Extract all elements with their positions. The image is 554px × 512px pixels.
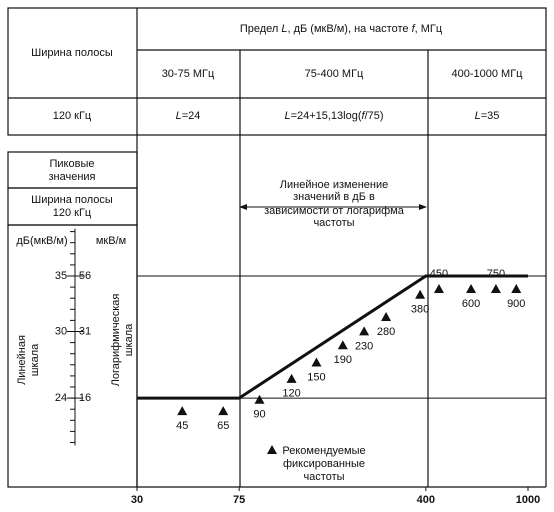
frequency-label: 900 <box>507 298 525 310</box>
frequency-label: 190 <box>334 354 352 366</box>
linear-scale: шкала <box>29 343 41 376</box>
frequency-label: 120 <box>282 388 300 400</box>
uv-label: 31 <box>79 325 91 337</box>
x-tick-label: 1000 <box>516 494 540 506</box>
table-frame <box>7 7 547 488</box>
linear-scale: Линейная <box>16 335 28 385</box>
annotation: значений в дБ в <box>293 191 375 203</box>
uv-label: 16 <box>79 392 91 404</box>
frequency-label: 230 <box>355 340 373 352</box>
frequency-marker <box>433 284 444 293</box>
frequency-label: 450 <box>430 268 448 280</box>
x-tick-label: 75 <box>233 494 245 506</box>
peak-label: значения <box>48 171 95 183</box>
uv-label: 56 <box>79 270 91 282</box>
frequency-label: 600 <box>462 298 480 310</box>
annotation: Линейное изменение <box>280 179 388 191</box>
frequency-marker <box>490 284 501 293</box>
frequency-label: 750 <box>487 268 505 280</box>
side-bandwidth: 120 кГц <box>53 207 92 219</box>
annotation: зависимости от логарифма <box>264 205 405 217</box>
annotation: частоты <box>313 217 354 229</box>
legend: фиксированные <box>283 458 365 470</box>
log-scale: шкала <box>123 323 135 356</box>
frequency-marker <box>415 289 426 299</box>
legend: частоты <box>303 471 344 483</box>
peak-label: Пиковые <box>50 158 95 170</box>
unit-db: дБ(мкВ/м) <box>16 235 67 247</box>
db-label: 35 <box>55 270 67 282</box>
unit-uv: мкВ/м <box>96 235 126 247</box>
limit-formula: L=24 <box>176 110 201 122</box>
x-tick-label: 400 <box>417 494 435 506</box>
frequency-label: 45 <box>176 420 188 432</box>
limit-header: Предел L, дБ (мкВ/м), на частоте f, МГц <box>240 23 443 35</box>
limit-line <box>137 274 528 400</box>
log-scale: Логарифмическая <box>110 294 122 387</box>
range: 30-75 МГц <box>162 68 215 80</box>
limit-formula: L=35 <box>475 110 500 122</box>
bandwidth-header: Ширина полосы <box>31 47 113 59</box>
db-label: 30 <box>55 325 67 337</box>
frequency-marker <box>254 394 265 404</box>
legend: Рекомендуемые <box>282 445 365 457</box>
frequency-marker <box>359 326 370 336</box>
frequency-marker <box>337 340 348 350</box>
limit-formula: L=24+15,13log(f/75) <box>284 110 383 122</box>
range: 400-1000 МГц <box>452 68 524 80</box>
side-bandwidth: Ширина полосы <box>31 194 113 206</box>
frequency-marker <box>466 284 477 293</box>
x-tick-label: 30 <box>131 494 143 506</box>
frequency-label: 280 <box>377 326 395 338</box>
frequency-marker <box>177 406 188 416</box>
legend-marker <box>267 445 277 454</box>
bandwidth: 120 кГц <box>53 110 92 122</box>
frequency-marker <box>381 312 392 322</box>
frequency-label: 150 <box>307 371 325 383</box>
range: 75-400 МГц <box>305 68 364 80</box>
frequency-label: 65 <box>217 420 229 432</box>
db-label: 24 <box>55 392 67 404</box>
frequency-marker <box>218 406 229 416</box>
frequency-marker <box>286 373 297 383</box>
frequency-marker <box>511 284 522 293</box>
frequency-label: 90 <box>253 409 265 421</box>
frequency-label: 380 <box>411 304 429 316</box>
frequency-marker <box>311 357 322 367</box>
